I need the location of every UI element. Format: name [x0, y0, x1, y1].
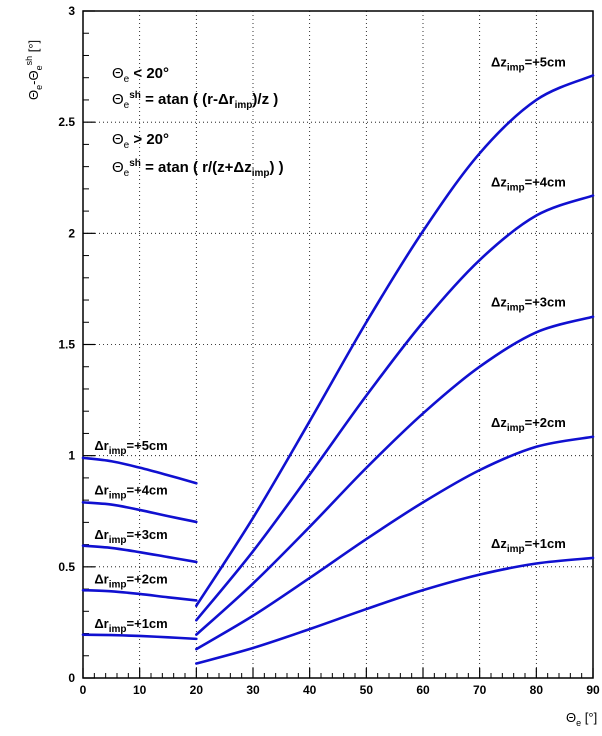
x-tick-label: 40 — [303, 683, 317, 697]
x-tick-label: 70 — [473, 683, 487, 697]
x-tick-label: 50 — [360, 683, 374, 697]
y-tick-label: 1 — [68, 449, 75, 463]
x-tick-label: 30 — [246, 683, 260, 697]
x-tick-label: 90 — [586, 683, 600, 697]
y-tick-label: 0.5 — [58, 560, 75, 574]
y-tick-label: 1.5 — [58, 338, 75, 352]
x-tick-label: 80 — [530, 683, 544, 697]
x-tick-label: 0 — [80, 683, 87, 697]
x-tick-label: 20 — [190, 683, 204, 697]
x-tick-label: 60 — [416, 683, 430, 697]
y-tick-label: 0 — [68, 671, 75, 685]
y-tick-label: 2 — [68, 226, 75, 240]
y-tick-label: 3 — [68, 4, 75, 18]
y-tick-label: 2.5 — [58, 115, 75, 129]
x-tick-label: 10 — [133, 683, 147, 697]
